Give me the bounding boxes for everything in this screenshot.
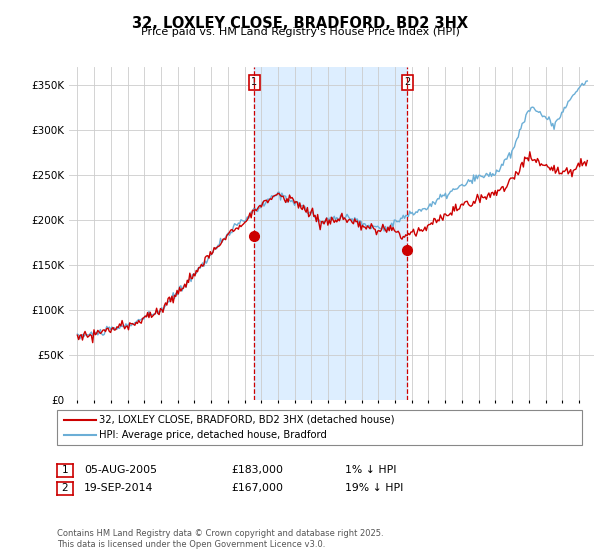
Text: 2: 2 <box>404 77 410 87</box>
Text: 19% ↓ HPI: 19% ↓ HPI <box>345 483 403 493</box>
Text: 19-SEP-2014: 19-SEP-2014 <box>84 483 154 493</box>
Text: £167,000: £167,000 <box>231 483 283 493</box>
Text: 32, LOXLEY CLOSE, BRADFORD, BD2 3HX: 32, LOXLEY CLOSE, BRADFORD, BD2 3HX <box>132 16 468 31</box>
Text: HPI: Average price, detached house, Bradford: HPI: Average price, detached house, Brad… <box>99 430 327 440</box>
Text: 1: 1 <box>251 77 257 87</box>
Text: Price paid vs. HM Land Registry's House Price Index (HPI): Price paid vs. HM Land Registry's House … <box>140 27 460 37</box>
Text: 05-AUG-2005: 05-AUG-2005 <box>84 465 157 475</box>
Text: 1% ↓ HPI: 1% ↓ HPI <box>345 465 397 475</box>
Text: £183,000: £183,000 <box>231 465 283 475</box>
Text: 1: 1 <box>61 465 68 475</box>
Text: 32, LOXLEY CLOSE, BRADFORD, BD2 3HX (detached house): 32, LOXLEY CLOSE, BRADFORD, BD2 3HX (det… <box>99 415 395 425</box>
Text: 2: 2 <box>61 483 68 493</box>
Text: Contains HM Land Registry data © Crown copyright and database right 2025.
This d: Contains HM Land Registry data © Crown c… <box>57 529 383 549</box>
Bar <box>254 67 407 400</box>
